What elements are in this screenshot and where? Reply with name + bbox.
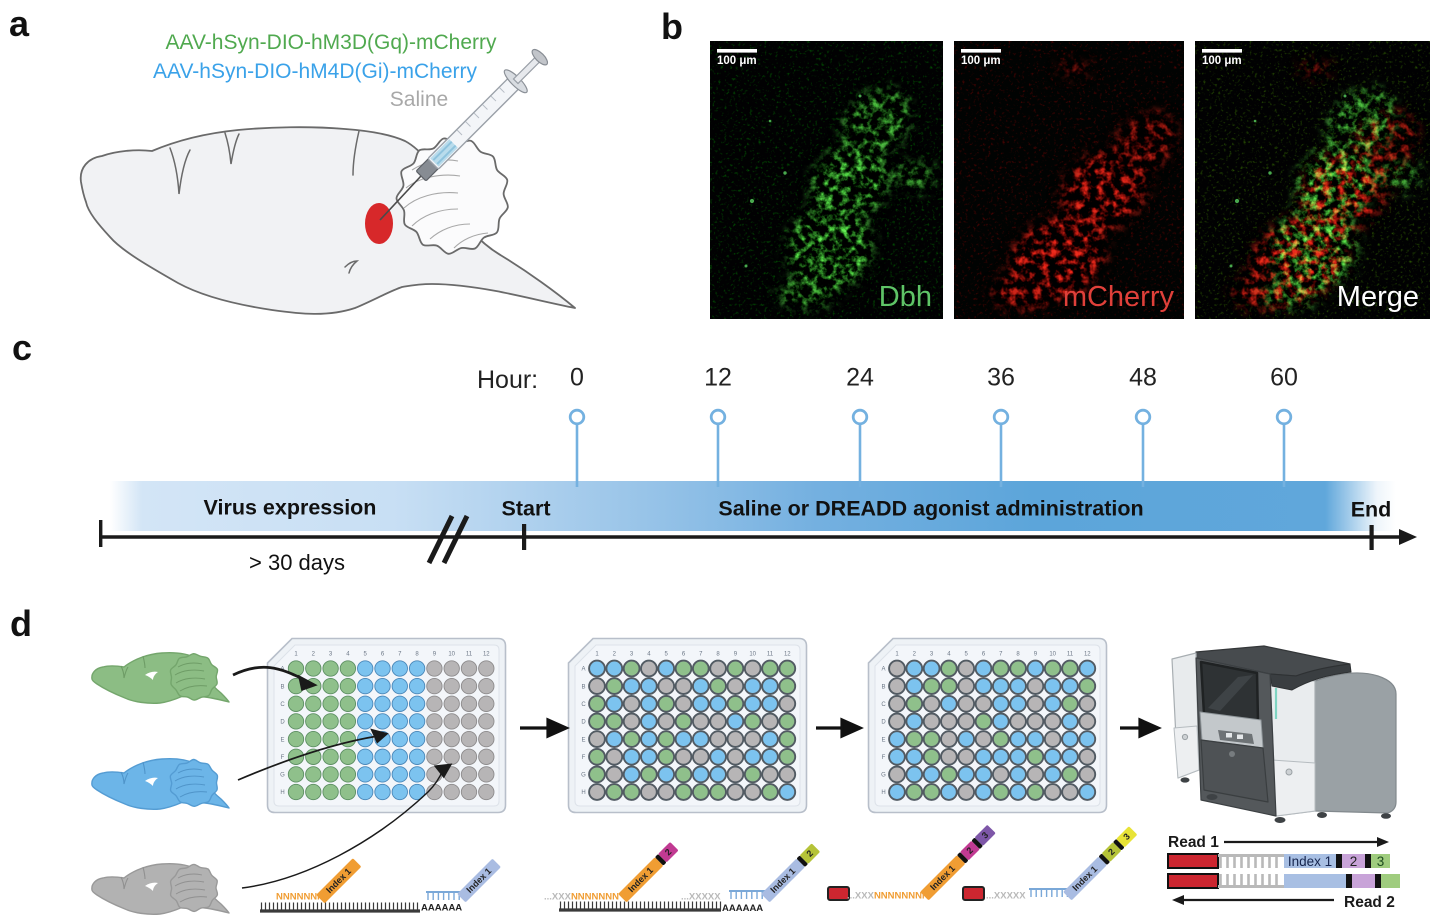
svg-text:100 μm: 100 μm bbox=[961, 55, 1001, 67]
svg-text:A: A bbox=[581, 667, 585, 673]
svg-text:3: 3 bbox=[1377, 854, 1385, 869]
svg-text:Index 1: Index 1 bbox=[464, 866, 493, 895]
svg-text:C: C bbox=[881, 702, 886, 708]
svg-text:6: 6 bbox=[982, 652, 986, 658]
svg-text:1: 1 bbox=[895, 652, 899, 658]
svg-text:H: H bbox=[881, 790, 885, 796]
svg-text:4: 4 bbox=[947, 652, 951, 658]
svg-text:6: 6 bbox=[682, 652, 686, 658]
svg-text:...XXXXX: ...XXXXX bbox=[681, 892, 721, 903]
svg-text:100 μm: 100 μm bbox=[1202, 55, 1242, 67]
svg-text:5: 5 bbox=[665, 652, 669, 658]
svg-text:1: 1 bbox=[294, 652, 298, 658]
svg-text:6: 6 bbox=[381, 652, 385, 658]
svg-text:G: G bbox=[881, 773, 886, 779]
svg-text:Index 1: Index 1 bbox=[324, 866, 353, 895]
svg-text:2: 2 bbox=[913, 652, 917, 658]
svg-text:D: D bbox=[881, 720, 886, 726]
svg-text:...XXXXX: ...XXXXX bbox=[986, 891, 1026, 902]
svg-text:E: E bbox=[280, 737, 284, 743]
svg-text:G: G bbox=[581, 773, 586, 779]
svg-text:2: 2 bbox=[965, 845, 976, 856]
svg-text:G: G bbox=[280, 773, 285, 779]
svg-text:mCherry: mCherry bbox=[1063, 281, 1175, 313]
svg-text:Index 1: Index 1 bbox=[1070, 864, 1099, 893]
svg-text:AAAAAA: AAAAAA bbox=[722, 903, 763, 914]
svg-text:10: 10 bbox=[448, 652, 455, 658]
svg-text:3: 3 bbox=[1121, 831, 1132, 842]
svg-text:5: 5 bbox=[364, 652, 368, 658]
svg-text:D: D bbox=[280, 720, 285, 726]
svg-text:8: 8 bbox=[1016, 652, 1020, 658]
svg-text:F: F bbox=[281, 755, 285, 761]
svg-text:2: 2 bbox=[1350, 854, 1358, 869]
svg-text:A: A bbox=[881, 667, 885, 673]
svg-text:2: 2 bbox=[804, 848, 815, 859]
svg-text:F: F bbox=[882, 755, 886, 761]
svg-text:2: 2 bbox=[1106, 847, 1117, 858]
svg-text:1: 1 bbox=[595, 652, 599, 658]
svg-text:8: 8 bbox=[716, 652, 720, 658]
svg-text:3: 3 bbox=[980, 830, 991, 841]
svg-text:9: 9 bbox=[1034, 652, 1038, 658]
svg-text:...XXXNNNNNNN: ...XXXNNNNNNN bbox=[544, 892, 619, 903]
svg-text:9: 9 bbox=[433, 652, 437, 658]
svg-text:7: 7 bbox=[999, 652, 1003, 658]
svg-text:Read 1: Read 1 bbox=[1168, 834, 1219, 851]
svg-text:D: D bbox=[581, 720, 586, 726]
svg-text:B: B bbox=[280, 684, 284, 690]
svg-text:5: 5 bbox=[965, 652, 969, 658]
svg-text:8: 8 bbox=[415, 652, 419, 658]
svg-text:Read 2: Read 2 bbox=[1344, 894, 1395, 911]
svg-text:F: F bbox=[582, 755, 586, 761]
svg-text:Index 1: Index 1 bbox=[1288, 854, 1332, 869]
svg-text:2: 2 bbox=[613, 652, 617, 658]
svg-text:Index 1: Index 1 bbox=[928, 863, 957, 892]
svg-text:12: 12 bbox=[784, 652, 791, 658]
svg-text:AAAAAA: AAAAAA bbox=[421, 903, 462, 914]
svg-text:E: E bbox=[881, 737, 885, 743]
svg-text:B: B bbox=[881, 684, 885, 690]
svg-text:12: 12 bbox=[1084, 652, 1091, 658]
svg-text:NNNNNNN: NNNNNNN bbox=[276, 892, 324, 903]
svg-text:2: 2 bbox=[663, 847, 674, 858]
svg-text:4: 4 bbox=[346, 652, 350, 658]
svg-text:H: H bbox=[280, 790, 284, 796]
svg-text:11: 11 bbox=[767, 652, 774, 658]
svg-text:3: 3 bbox=[630, 652, 634, 658]
svg-text:11: 11 bbox=[1067, 652, 1074, 658]
svg-text:12: 12 bbox=[483, 652, 490, 658]
svg-text:3: 3 bbox=[930, 652, 934, 658]
svg-text:3: 3 bbox=[329, 652, 333, 658]
svg-text:H: H bbox=[581, 790, 585, 796]
svg-text:Merge: Merge bbox=[1337, 281, 1419, 313]
svg-text:10: 10 bbox=[749, 652, 756, 658]
svg-text:B: B bbox=[581, 684, 585, 690]
svg-text:9: 9 bbox=[734, 652, 738, 658]
svg-text:100 μm: 100 μm bbox=[717, 55, 757, 67]
svg-text:...XXXNNNNNNNN: ...XXXNNNNNNNN bbox=[847, 891, 929, 902]
svg-text:Index 1: Index 1 bbox=[768, 866, 797, 895]
svg-text:7: 7 bbox=[398, 652, 402, 658]
svg-text:10: 10 bbox=[1049, 652, 1056, 658]
svg-text:7: 7 bbox=[699, 652, 703, 658]
svg-text:Index 1: Index 1 bbox=[626, 865, 655, 894]
svg-text:11: 11 bbox=[466, 652, 473, 658]
svg-text:4: 4 bbox=[647, 652, 651, 658]
svg-text:E: E bbox=[581, 737, 585, 743]
svg-text:C: C bbox=[280, 702, 285, 708]
svg-text:C: C bbox=[581, 702, 586, 708]
svg-text:Dbh: Dbh bbox=[879, 281, 932, 313]
svg-text:2: 2 bbox=[312, 652, 316, 658]
